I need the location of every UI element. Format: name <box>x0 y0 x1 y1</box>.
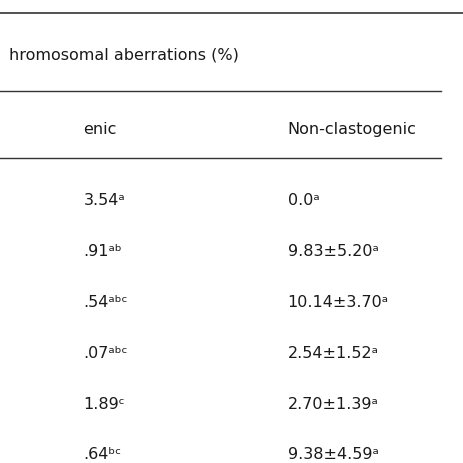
Text: enic: enic <box>83 122 117 137</box>
Text: 3.54ᵃ: 3.54ᵃ <box>83 193 125 208</box>
Text: 9.38±4.59ᵃ: 9.38±4.59ᵃ <box>287 446 378 462</box>
Text: 1.89ᶜ: 1.89ᶜ <box>83 396 125 411</box>
Text: hromosomal aberrations (%): hromosomal aberrations (%) <box>9 48 238 63</box>
Text: 2.54±1.52ᵃ: 2.54±1.52ᵃ <box>287 345 378 360</box>
Text: 10.14±3.70ᵃ: 10.14±3.70ᵃ <box>287 294 388 309</box>
Text: 9.83±5.20ᵃ: 9.83±5.20ᵃ <box>287 244 378 259</box>
Text: Non-clastogenic: Non-clastogenic <box>287 122 416 137</box>
Text: .54ᵃᵇᶜ: .54ᵃᵇᶜ <box>83 294 128 309</box>
Text: 2.70±1.39ᵃ: 2.70±1.39ᵃ <box>287 396 378 411</box>
Text: .64ᵇᶜ: .64ᵇᶜ <box>83 446 121 462</box>
Text: .07ᵃᵇᶜ: .07ᵃᵇᶜ <box>83 345 128 360</box>
Text: .91ᵃᵇ: .91ᵃᵇ <box>83 244 122 259</box>
Text: 0.0ᵃ: 0.0ᵃ <box>287 193 319 208</box>
